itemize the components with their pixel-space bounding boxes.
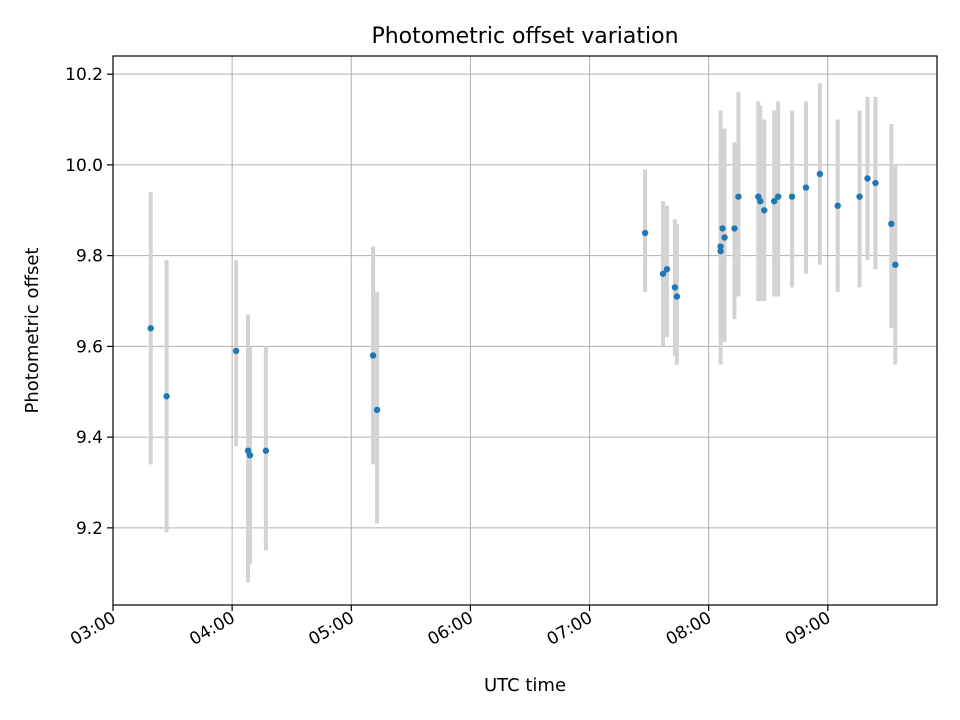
y-axis-label: Photometric offset bbox=[22, 248, 43, 414]
data-point bbox=[262, 447, 270, 454]
error-bars bbox=[148, 83, 898, 583]
y-tick-label: 10.2 bbox=[65, 65, 103, 85]
x-tick-label: 03:00 bbox=[67, 608, 119, 650]
data-point bbox=[373, 406, 381, 414]
x-axis-label: UTC time bbox=[484, 675, 566, 696]
y-axis-ticks: 9.2 9.4 9.6 9.8 10.0 10.2 bbox=[65, 65, 113, 539]
data-point bbox=[717, 243, 724, 250]
data-point bbox=[757, 197, 764, 205]
data-point bbox=[735, 193, 742, 200]
data-point bbox=[834, 202, 841, 209]
y-tick-label: 10.0 bbox=[65, 156, 103, 176]
x-axis-ticks: 03:00 04:00 05:00 06:00 07:00 08:00 09:00 bbox=[67, 605, 834, 650]
y-tick-label: 9.8 bbox=[76, 247, 103, 267]
data-point bbox=[774, 193, 782, 200]
y-tick-label: 9.4 bbox=[76, 428, 103, 448]
data-point bbox=[864, 175, 871, 182]
data-point bbox=[641, 229, 649, 237]
data-points bbox=[147, 170, 899, 459]
y-tick-label: 9.2 bbox=[76, 519, 103, 539]
data-point bbox=[147, 325, 154, 332]
data-point bbox=[163, 393, 170, 400]
data-point bbox=[816, 170, 824, 178]
data-point bbox=[673, 293, 681, 300]
data-point bbox=[721, 234, 728, 241]
data-point bbox=[888, 220, 895, 228]
data-point bbox=[671, 284, 679, 291]
x-tick-label: 09:00 bbox=[782, 608, 834, 650]
grid bbox=[112, 56, 937, 605]
data-point bbox=[369, 352, 377, 359]
data-point bbox=[246, 452, 254, 459]
data-point bbox=[872, 179, 879, 187]
data-point bbox=[663, 266, 671, 273]
x-tick-label: 07:00 bbox=[544, 608, 596, 650]
chart-title: Photometric offset variation bbox=[371, 24, 678, 49]
data-point bbox=[802, 184, 810, 191]
data-point bbox=[770, 197, 778, 205]
x-tick-label: 08:00 bbox=[663, 608, 715, 650]
x-tick-label: 04:00 bbox=[186, 608, 238, 650]
data-point bbox=[659, 270, 667, 277]
x-tick-label: 06:00 bbox=[424, 608, 476, 650]
data-point bbox=[719, 225, 726, 232]
x-tick-label: 05:00 bbox=[305, 608, 357, 650]
data-point bbox=[761, 207, 768, 214]
data-point bbox=[717, 247, 724, 255]
plot-frame bbox=[112, 55, 938, 606]
data-point bbox=[788, 193, 796, 200]
data-point bbox=[232, 347, 240, 355]
data-point bbox=[856, 193, 863, 200]
data-point bbox=[731, 225, 738, 232]
data-point bbox=[892, 261, 899, 268]
y-tick-label: 9.6 bbox=[76, 337, 103, 357]
